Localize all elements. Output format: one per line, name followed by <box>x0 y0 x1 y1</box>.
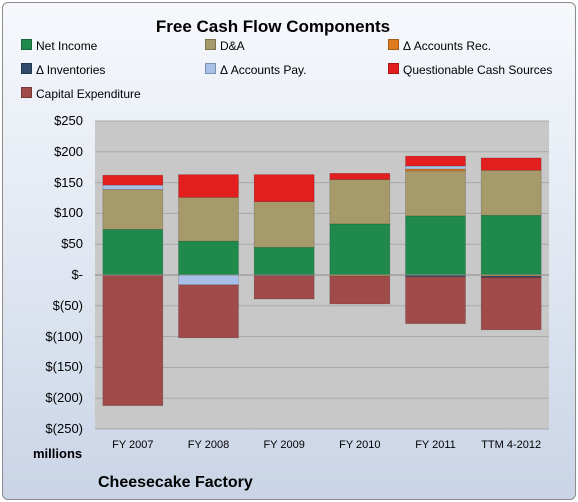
x-tick-label: FY 2007 <box>112 439 154 451</box>
legend-item: Questionable Cash Sources <box>388 63 552 77</box>
y-tick-label: $(100) <box>45 328 83 344</box>
bar-segment <box>178 240 239 276</box>
x-tick-label: FY 2008 <box>187 439 230 451</box>
bar-segment <box>329 223 391 276</box>
legend-label: Net Income <box>36 39 98 53</box>
legend-swatch <box>21 39 32 50</box>
bar-segment <box>329 275 391 305</box>
bar-segment <box>253 201 315 248</box>
bar-segment <box>480 169 542 216</box>
legend-item: D&A <box>205 39 245 53</box>
y-tick-label: $(50) <box>52 297 83 313</box>
legend-label: Δ Inventories <box>36 63 106 77</box>
legend-swatch <box>21 87 32 98</box>
legend-label: Capital Expenditure <box>36 87 141 101</box>
chart-title: Free Cash Flow Components <box>155 17 391 36</box>
bar-segment <box>253 246 315 276</box>
y-tick-label: $100 <box>54 205 83 221</box>
units-label: millions <box>33 446 83 461</box>
legend-swatch <box>21 63 32 74</box>
y-tick-label: $(150) <box>45 359 83 375</box>
bar-segment <box>178 174 239 198</box>
legend-swatch <box>388 39 399 50</box>
x-tick-label: TTM 4-2012 <box>481 439 542 451</box>
y-tick-label: $50 <box>61 236 83 252</box>
legend-item: Δ Accounts Rec. <box>388 39 491 53</box>
bar-segment <box>178 197 239 242</box>
y-tick-label: $200 <box>54 143 83 159</box>
legend-label: D&A <box>220 39 245 53</box>
bar-segment <box>480 214 542 276</box>
legend-label: Questionable Cash Sources <box>403 63 553 77</box>
legend-swatch <box>388 63 399 74</box>
bar-segment <box>102 274 164 406</box>
x-tick-label: FY 2011 <box>415 439 456 451</box>
legend-label: Δ Accounts Pay. <box>220 63 307 77</box>
bar-segment <box>253 275 315 300</box>
legend-item: Δ Inventories <box>21 63 105 77</box>
bar-segment <box>405 155 466 167</box>
bar-segment <box>178 274 239 286</box>
y-tick-label: $250 <box>54 113 83 128</box>
bar-segment <box>480 277 542 331</box>
y-tick-label: $(250) <box>45 421 83 436</box>
legend-swatch <box>205 39 216 50</box>
legend-item: Net Income <box>21 39 97 53</box>
bar-segment <box>102 174 164 186</box>
legend-swatch <box>205 63 216 74</box>
bar-segment <box>102 184 164 190</box>
bar-segment <box>178 284 239 339</box>
bar-segment <box>102 229 164 276</box>
company-name: Cheesecake Factory <box>98 474 253 491</box>
y-tick-label: $150 <box>54 174 83 190</box>
y-tick-label: $(200) <box>45 390 83 406</box>
plot-area <box>95 120 549 430</box>
bar-segment <box>405 276 466 324</box>
bar-segment <box>405 170 466 217</box>
x-tick-label: FY 2009 <box>263 439 305 451</box>
bar-segment <box>329 179 391 225</box>
x-tick-label: FY 2010 <box>339 439 381 451</box>
bar-segment <box>480 157 542 171</box>
bar-segment <box>329 173 391 180</box>
bar-segment <box>405 165 466 170</box>
legend-item: Δ Accounts Pay. <box>205 63 307 77</box>
legend-label: Δ Accounts Rec. <box>403 39 492 53</box>
bar-segment <box>102 189 164 230</box>
bar-segment <box>405 215 466 276</box>
legend-item: Capital Expenditure <box>21 87 141 101</box>
y-tick-label: $- <box>71 267 83 282</box>
bar-segment <box>253 174 315 202</box>
